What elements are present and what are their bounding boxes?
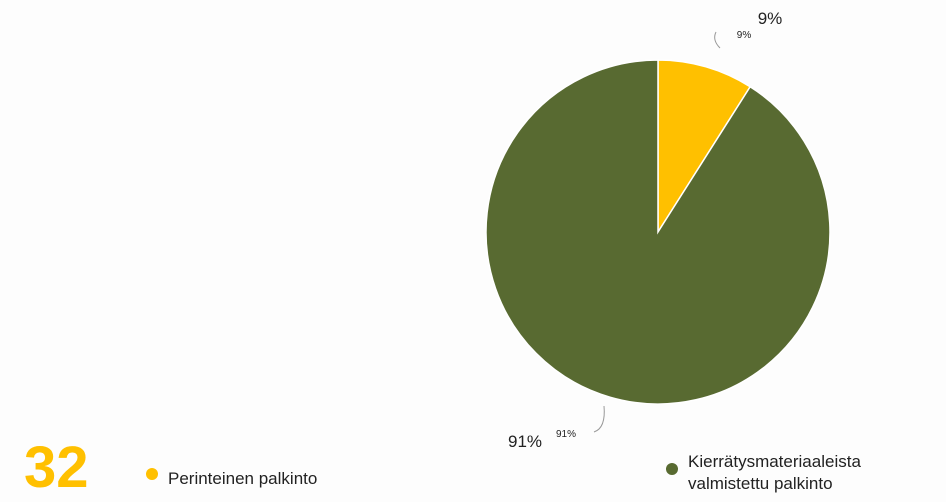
leader-line (593, 405, 605, 433)
leader-line (714, 31, 721, 49)
pie-slice (657, 59, 752, 235)
data-label: 9% (737, 30, 752, 41)
legend-label: Perinteinen palkinto (168, 469, 318, 488)
big-number: 32 (24, 435, 89, 500)
data-label: 91% (556, 429, 576, 440)
pie-slice (485, 59, 831, 405)
data-label: 9% (758, 9, 783, 28)
data-label: 91% (508, 432, 542, 451)
legend-marker (666, 463, 678, 475)
legend-marker (146, 468, 158, 480)
legend-label: Kierrätysmateriaaleista valmistettu palk… (688, 452, 861, 493)
